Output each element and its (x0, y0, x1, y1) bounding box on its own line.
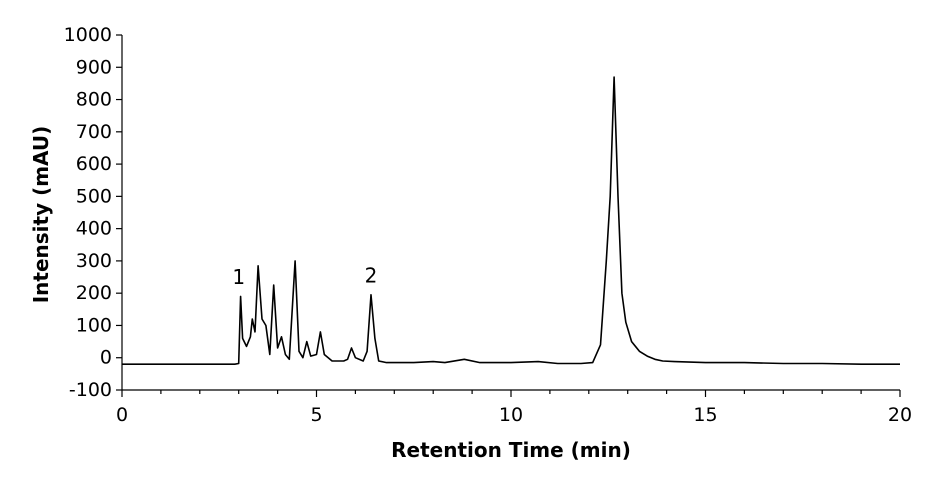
y-tick-label: 1000 (64, 24, 112, 46)
y-tick-label: 900 (76, 56, 112, 78)
x-tick-label: 0 (116, 404, 128, 426)
x-axis-title: Retention Time (min) (391, 438, 631, 462)
y-tick-label: 600 (76, 153, 112, 175)
chromatogram-trace (122, 76, 900, 365)
peak-label-2: 2 (365, 263, 378, 287)
y-tick-label: 700 (76, 121, 112, 143)
y-tick-label: 400 (76, 218, 112, 240)
y-tick-label: 800 (76, 89, 112, 111)
y-axis-title: Intensity (mAU) (29, 126, 53, 304)
peak-label-1: 1 (232, 265, 245, 289)
y-tick-label: 500 (76, 185, 112, 207)
x-axis: 0 5 10 15 20 (116, 389, 912, 426)
y-axis: -100 0 100 200 300 400 500 600 700 800 900 1000 (64, 24, 123, 401)
x-tick-label: 5 (310, 404, 322, 426)
y-tick-label: -100 (69, 379, 112, 401)
x-tick-label: 15 (693, 404, 717, 426)
series-group (122, 76, 900, 365)
y-tick-label: 200 (76, 282, 112, 304)
x-tick-label: 10 (499, 404, 523, 426)
x-tick-label: 20 (888, 404, 912, 426)
y-tick-label: 0 (100, 347, 112, 369)
y-tick-label: 100 (76, 314, 112, 336)
y-tick-label: 300 (76, 250, 112, 272)
